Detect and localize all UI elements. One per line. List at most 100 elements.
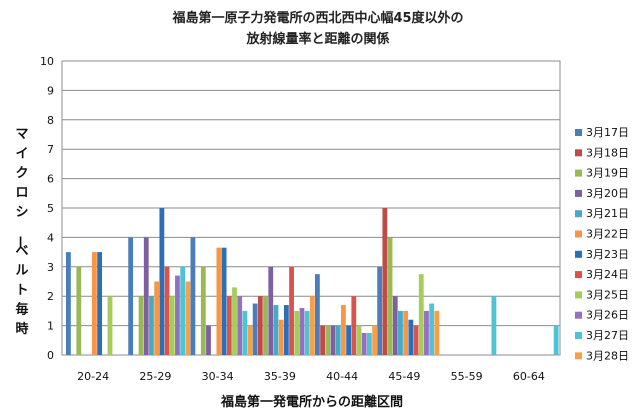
legend: 3月17日 3月18日 3月19日 3月20日 3月21日 3月22日 3月23日 3月24日… [575,126,629,362]
legend-swatch [575,291,582,299]
legend-swatch [575,210,582,218]
bar [294,310,300,355]
x-category-label: 30-34 [202,370,234,383]
bar [232,287,237,355]
bar [66,252,71,355]
bar [200,266,206,355]
y-tick-label: 3 [47,261,54,274]
x-axis-label: 福島第一発電所からの距離区間 [220,394,403,410]
y-tick-label: 4 [47,231,54,244]
bar [175,275,180,355]
bar [149,296,154,355]
y-tick-label: 8 [47,114,54,127]
y-tick-label: 9 [47,84,54,97]
bar [263,296,268,355]
bars [66,208,559,355]
bar [382,208,388,355]
bar [341,305,346,355]
y-tick-labels: 0 1 2 3 4 5 6 7 8 9 10 [40,55,54,362]
legend-swatch [575,149,582,157]
bar [216,247,222,355]
legend-label: 3月18日 [586,146,629,159]
bar [377,266,383,355]
legend-swatch [575,271,582,279]
bar [403,310,409,355]
x-category-label: 60-64 [513,370,545,383]
bar [424,310,429,355]
legend-swatch [575,332,582,339]
legend-label: 3月20日 [586,187,629,200]
bar [309,296,315,355]
bar [237,296,243,355]
bar [138,296,144,355]
bar [299,307,305,355]
bar [221,247,227,355]
bar [169,296,175,355]
x-category-label: 35-39 [264,370,296,383]
bar [491,296,497,355]
x-category-labels: 20-24 25-29 30-34 35-39 40-44 45-49 55-59 60-64 [77,370,545,383]
bar [356,325,362,355]
x-category-label: 20-24 [77,370,109,383]
bar [92,252,97,355]
bar [553,325,559,355]
bar [97,252,102,355]
legend-swatch [575,189,582,197]
legend-swatch [575,169,582,177]
legend-label: 3月26日 [586,309,629,322]
bar [372,325,377,355]
bar [320,325,325,355]
chart-title-line1: 福島第一原子力発電所の西北西中心幅45度以外の [171,10,463,26]
chart-title-line2: 放射線量率と距離の関係 [245,31,389,47]
legend-swatch [575,129,582,136]
bar [180,266,186,355]
bar [273,305,279,355]
bar [159,208,165,355]
x-category-label: 55-59 [451,370,483,383]
legend-label: 3月25日 [586,288,629,301]
bar [226,296,232,355]
bar [278,319,284,355]
bar [304,310,310,355]
bar [315,274,320,355]
bar [76,266,82,355]
bar [325,325,331,355]
bar [351,296,357,355]
bar [206,325,211,355]
bar [367,332,372,355]
legend-label: 3月28日 [586,349,629,362]
bar [190,237,196,355]
bar [413,325,419,355]
bar [335,325,341,355]
y-tick-label: 10 [40,55,54,68]
bar [330,325,336,355]
legend-swatch [575,230,582,238]
legend-label: 3月21日 [586,207,629,220]
y-tick-label: 7 [47,143,54,156]
bar [242,310,248,355]
bar [268,266,274,355]
bar [185,281,191,355]
bar [418,274,424,355]
legend-swatch [575,250,582,258]
bar [143,237,149,355]
bar [107,296,113,355]
x-category-label: 45-49 [388,370,420,383]
y-tick-label: 6 [47,173,54,186]
y-tick-label: 1 [47,320,54,333]
y-tick-label: 5 [47,202,54,215]
legend-label: 3月17日 [586,126,629,139]
y-axis-label: マイクロシーベルト毎時 [11,127,28,337]
bar [257,296,263,355]
bar [434,310,440,355]
legend-label: 3月24日 [586,268,629,281]
bar [346,325,351,355]
legend-label: 3月19日 [586,167,629,180]
x-category-label: 40-44 [326,370,358,383]
y-tick-label: 2 [47,290,54,303]
bar [154,281,160,355]
x-category-label: 25-29 [139,370,171,383]
bar [387,237,393,355]
legend-swatch [575,352,582,360]
